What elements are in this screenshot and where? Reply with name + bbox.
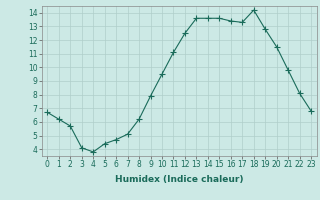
X-axis label: Humidex (Indice chaleur): Humidex (Indice chaleur) bbox=[115, 175, 244, 184]
